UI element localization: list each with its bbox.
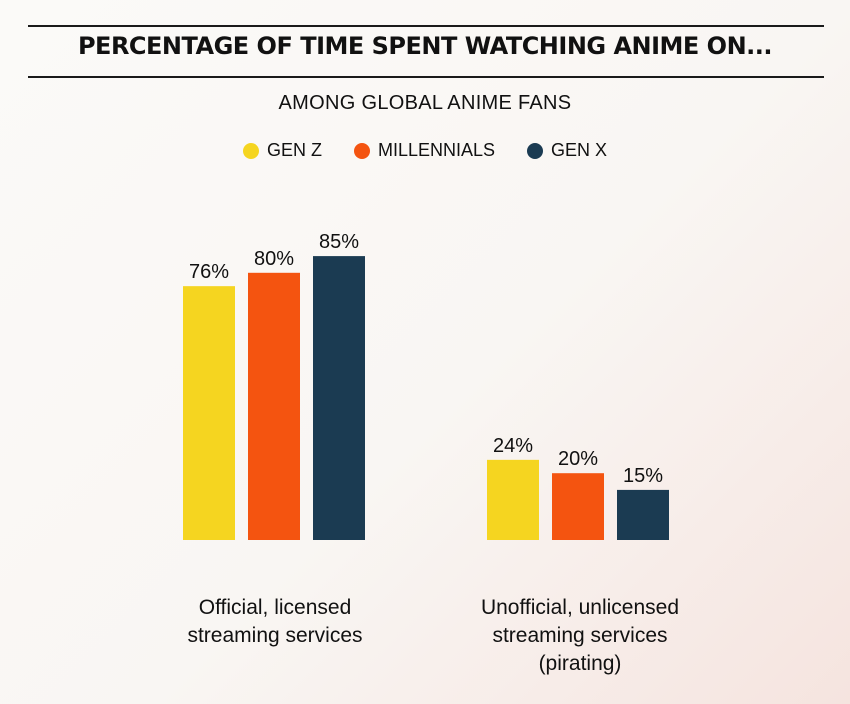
legend-swatch-gen-x — [527, 142, 544, 159]
legend-item-millennials: MILLENNIALS — [353, 140, 496, 161]
title-rule — [28, 76, 824, 78]
legend: GEN Z MILLENNIALS GEN X — [0, 140, 850, 161]
category-label-unofficial-line-1: Unofficial, unlicensed — [480, 596, 680, 619]
bar-gen-z-official — [183, 286, 235, 540]
data-label-gen-x-unofficial: 15% — [623, 465, 663, 487]
category-label-unofficial: Unofficial, unlicensed streaming service… — [430, 594, 730, 678]
bar-gen-x-unofficial — [617, 489, 669, 540]
data-label-millennials-official: 80% — [254, 248, 294, 270]
legend-swatch-gen-z — [242, 142, 259, 159]
chart-subtitle: AMONG GLOBAL ANIME FANS — [278, 92, 572, 114]
legend-label-millennials: MILLENNIALS — [377, 140, 496, 160]
data-label-gen-x-official: 85% — [319, 231, 359, 253]
category-label-official-line-2: streaming services — [187, 624, 363, 647]
legend-swatch-millennials — [353, 142, 370, 159]
chart-title: PERCENTAGE OF TIME SPENT WATCHING ANIME … — [77, 32, 773, 60]
data-label-millennials-unofficial: 20% — [558, 448, 598, 470]
bar-millennials-official — [248, 272, 300, 540]
legend-label-gen-x: GEN X — [551, 140, 608, 160]
top-rule — [28, 25, 824, 27]
legend-label-gen-z: GEN Z — [266, 140, 322, 160]
bar-gen-z-unofficial — [487, 459, 539, 540]
legend-item-gen-z: GEN Z — [242, 140, 322, 161]
category-label-official: Official, licensed streaming services — [130, 594, 420, 650]
category-label-official-line-1: Official, licensed — [198, 596, 352, 619]
bar-gen-x-official — [313, 256, 365, 540]
category-label-unofficial-line-3: (pirating) — [538, 652, 622, 675]
data-label-gen-z-unofficial: 24% — [493, 435, 533, 457]
bar-millennials-unofficial — [552, 473, 604, 540]
data-label-gen-z-official: 76% — [189, 261, 229, 283]
category-label-unofficial-line-2: streaming services — [492, 624, 668, 647]
legend-item-gen-x: GEN X — [527, 140, 607, 161]
